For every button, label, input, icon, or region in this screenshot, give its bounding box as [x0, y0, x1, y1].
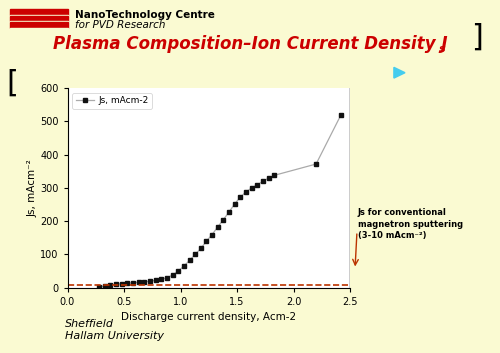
Js, mAcm-2 [147, 279, 153, 283]
Js, mAcm-2 [158, 277, 164, 281]
Js, mAcm-2 [272, 173, 278, 178]
Js, mAcm-2 [254, 183, 260, 187]
Js, mAcm-2 [260, 179, 266, 184]
Js, mAcm-2 [142, 280, 148, 284]
Js, mAcm-2 [313, 162, 319, 166]
Js, mAcm-2 [238, 195, 244, 199]
Js, mAcm-2 [96, 285, 102, 289]
Js, mAcm-2 [181, 264, 187, 268]
Text: for PVD Research: for PVD Research [75, 20, 166, 30]
Js, mAcm-2 [220, 217, 226, 222]
Js, mAcm-2 [108, 283, 114, 287]
Text: Sheffield
Hallam University: Sheffield Hallam University [65, 319, 164, 341]
Js, mAcm-2 [102, 284, 108, 288]
Legend: Js, mAcm-2: Js, mAcm-2 [72, 93, 152, 109]
Js, mAcm-2 [118, 282, 124, 286]
Js, mAcm-2 [215, 225, 221, 229]
Text: s: s [438, 44, 445, 54]
Js, mAcm-2 [243, 190, 249, 194]
Js, mAcm-2 [152, 278, 158, 282]
Text: NanoTechnology Centre: NanoTechnology Centre [75, 10, 215, 20]
Js, mAcm-2 [248, 186, 254, 190]
Js, mAcm-2 [175, 269, 181, 273]
Js, mAcm-2 [164, 276, 170, 280]
Js, mAcm-2 [186, 258, 192, 263]
X-axis label: Discharge current density, Acm-2: Discharge current density, Acm-2 [121, 312, 296, 322]
Js, mAcm-2 [266, 176, 272, 180]
Js, mAcm-2 [170, 273, 175, 277]
Line: Js, mAcm-2: Js, mAcm-2 [96, 112, 344, 289]
Js, mAcm-2 [232, 202, 237, 206]
Text: ]: ] [472, 23, 484, 52]
Js, mAcm-2 [209, 232, 215, 237]
Js, mAcm-2 [124, 281, 130, 286]
Js, mAcm-2 [136, 280, 141, 285]
Js, mAcm-2 [204, 239, 210, 243]
Js, mAcm-2 [192, 252, 198, 257]
Polygon shape [394, 67, 405, 78]
Text: Plasma Composition–Ion Current Density J: Plasma Composition–Ion Current Density J [53, 35, 448, 53]
Js, mAcm-2 [130, 281, 136, 285]
Text: Js for conventional
magnetron sputtering
(3-10 mAcm⁻²): Js for conventional magnetron sputtering… [358, 208, 463, 240]
Y-axis label: Js, mAcm⁻²: Js, mAcm⁻² [27, 159, 37, 217]
Js, mAcm-2 [113, 282, 119, 287]
Text: [: [ [6, 68, 18, 97]
Js, mAcm-2 [338, 113, 344, 117]
Js, mAcm-2 [198, 246, 204, 251]
Js, mAcm-2 [226, 210, 232, 214]
